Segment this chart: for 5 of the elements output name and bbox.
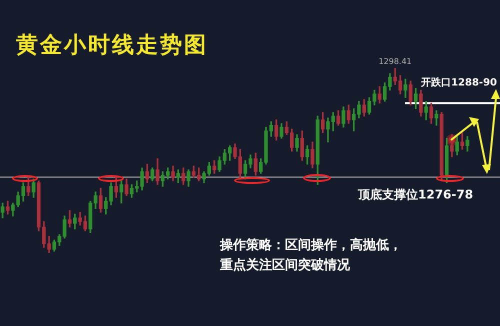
text: 1298.41: [378, 57, 412, 66]
ref-line-label: 开跌口1288-90: [420, 76, 498, 89]
chart-title: 黄金小时线走势图: [16, 32, 208, 60]
ref-line-label: 顶底支撑位1276-78: [357, 187, 474, 202]
annotation: 操作策略：区间操作，高抛低，重点关注区间突破情况: [220, 236, 403, 275]
